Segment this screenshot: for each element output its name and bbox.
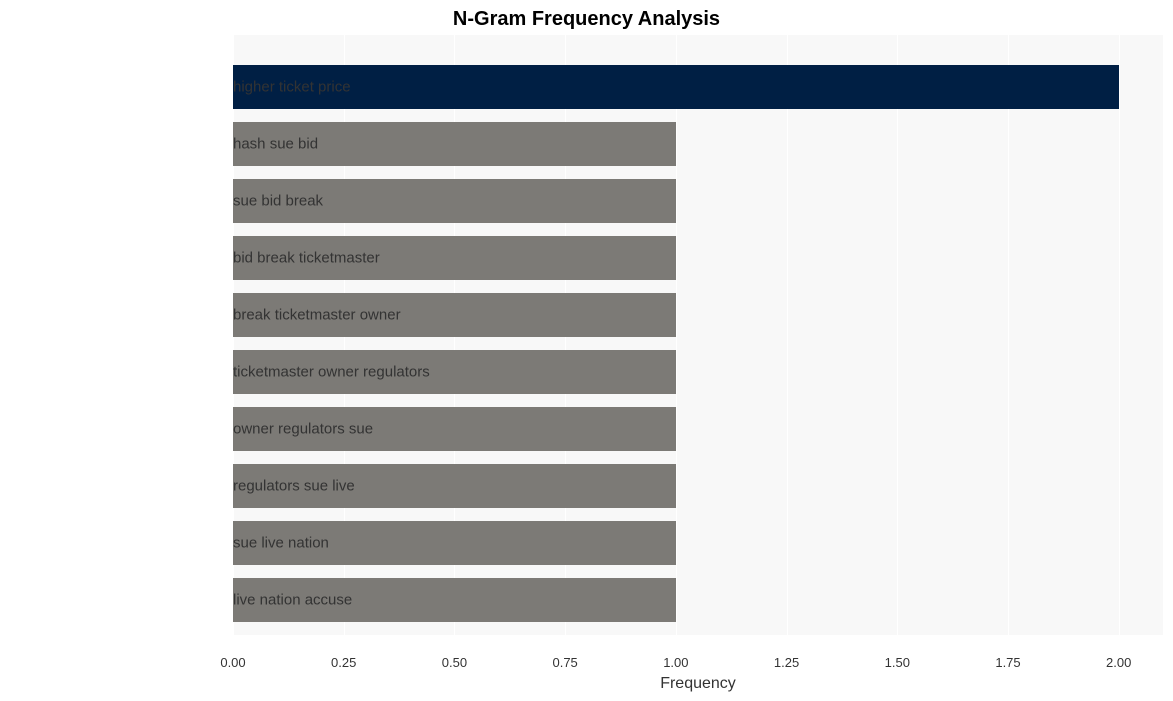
bar bbox=[233, 65, 1119, 109]
gridline bbox=[1008, 35, 1009, 635]
x-tick-label: 0.50 bbox=[442, 655, 467, 670]
x-tick-label: 1.25 bbox=[774, 655, 799, 670]
y-tick-label: owner regulators sue bbox=[233, 421, 239, 438]
x-tick-label: 1.75 bbox=[995, 655, 1020, 670]
gridtick bbox=[1008, 35, 1009, 40]
gridtick bbox=[233, 35, 234, 40]
gridline bbox=[897, 35, 898, 635]
gridtick bbox=[897, 35, 898, 40]
y-tick-label: sue live nation bbox=[233, 535, 239, 552]
plot-area bbox=[233, 35, 1163, 635]
x-tick-label: 0.75 bbox=[552, 655, 577, 670]
y-tick-label: break ticketmaster owner bbox=[233, 307, 239, 324]
y-tick-label: sue bid break bbox=[233, 193, 239, 210]
gridtick bbox=[1119, 35, 1120, 40]
y-tick-label: live nation accuse bbox=[233, 592, 239, 609]
chart-title: N-Gram Frequency Analysis bbox=[0, 8, 1173, 31]
x-tick-label: 2.00 bbox=[1106, 655, 1131, 670]
y-tick-label: higher ticket price bbox=[233, 79, 239, 96]
y-tick-label: ticketmaster owner regulators bbox=[233, 364, 239, 381]
gridtick bbox=[787, 35, 788, 40]
y-tick-label: hash sue bid bbox=[233, 136, 239, 153]
x-tick-label: 0.25 bbox=[331, 655, 356, 670]
gridtick bbox=[454, 35, 455, 40]
gridtick bbox=[344, 35, 345, 40]
x-axis-label: Frequency bbox=[233, 675, 1163, 693]
gridtick bbox=[565, 35, 566, 40]
x-tick-label: 0.00 bbox=[220, 655, 245, 670]
gridtick bbox=[676, 35, 677, 40]
gridline bbox=[787, 35, 788, 635]
x-tick-label: 1.50 bbox=[885, 655, 910, 670]
gridline bbox=[1119, 35, 1120, 635]
x-tick-label: 1.00 bbox=[663, 655, 688, 670]
ngram-frequency-chart: N-Gram Frequency Analysis Frequency 0.00… bbox=[0, 0, 1173, 701]
y-tick-label: bid break ticketmaster bbox=[233, 250, 239, 267]
gridline bbox=[676, 35, 677, 635]
y-tick-label: regulators sue live bbox=[233, 478, 239, 495]
